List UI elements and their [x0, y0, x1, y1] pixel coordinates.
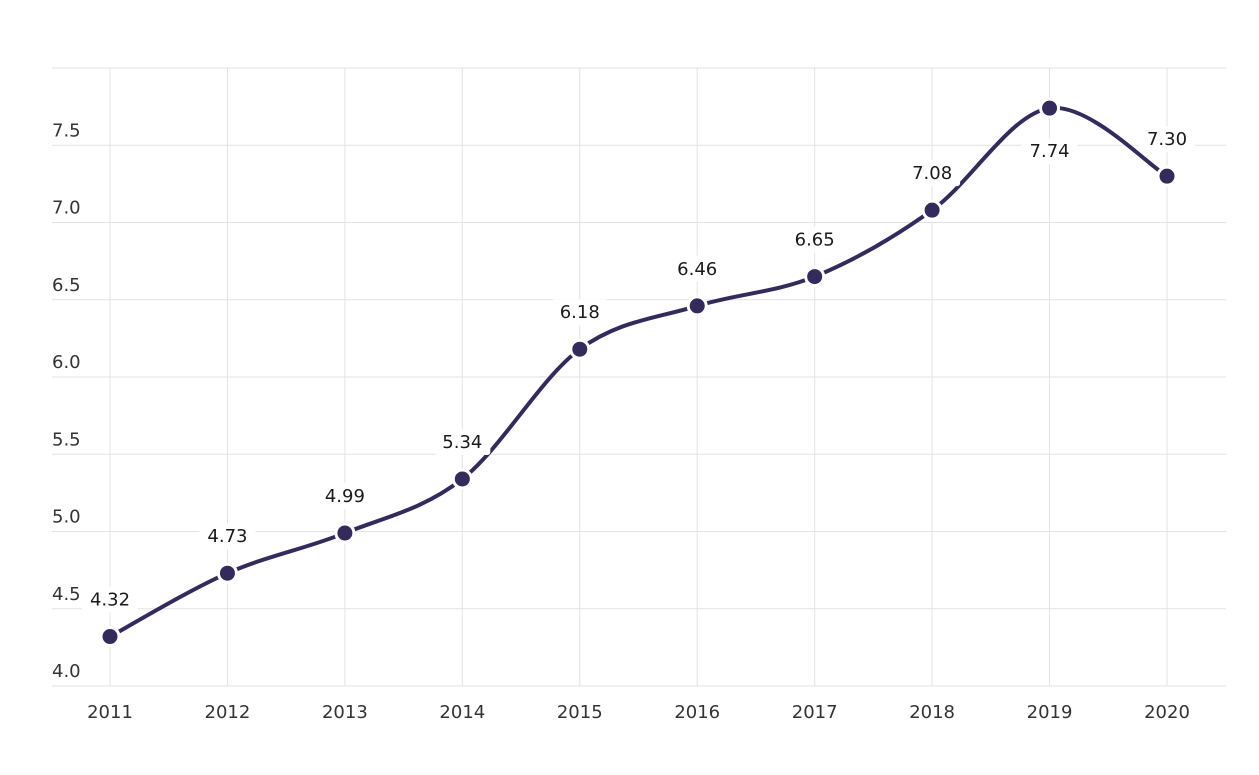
data-label-bg — [1021, 138, 1078, 165]
y-tick-label: 6.0 — [52, 352, 81, 373]
data-label: 6.46 — [677, 259, 717, 280]
data-point — [569, 338, 591, 360]
data-label-bg — [1139, 126, 1195, 153]
data-label-bg — [786, 226, 843, 253]
data-label-bg — [669, 255, 726, 282]
x-tick-label: 2015 — [557, 702, 603, 723]
series-line — [108, 106, 1169, 639]
x-tick-label: 2011 — [87, 702, 133, 723]
data-label: 6.18 — [560, 302, 600, 323]
data-label-bg — [434, 428, 491, 455]
x-tick-label: 2013 — [322, 702, 368, 723]
y-tick-label: 5.5 — [52, 429, 81, 450]
data-labels: 4.32 4.73 4.99 5.34 6.18 6.46 6.65 7.08 7.74 7.30 — [82, 126, 1195, 613]
data-point — [99, 626, 121, 648]
x-tick-label: 2017 — [792, 702, 838, 723]
y-tick-label: 7.5 — [52, 120, 81, 141]
data-point — [1039, 97, 1061, 119]
x-tick-label: 2019 — [1027, 702, 1073, 723]
data-label: 5.34 — [442, 432, 482, 453]
x-tick-label: 2018 — [909, 702, 955, 723]
data-point — [804, 266, 826, 288]
data-label-bg — [316, 483, 373, 510]
data-label: 7.30 — [1147, 129, 1187, 150]
data-label: 4.99 — [325, 486, 365, 507]
y-tick-label: 4.5 — [52, 584, 81, 605]
grid — [52, 67, 1226, 687]
data-label: 4.32 — [90, 590, 130, 611]
data-label-bg — [904, 160, 961, 187]
data-label-bg — [82, 586, 138, 613]
data-point — [334, 522, 356, 544]
data-point — [451, 468, 473, 490]
data-label: 6.65 — [795, 230, 835, 251]
axes: 4.0 4.5 5.0 5.5 6.0 6.5 7.0 7.5 2011 2012 2013 2014… — [52, 120, 1190, 723]
y-tick-label: 7.0 — [52, 198, 81, 219]
y-tick-label: 5.0 — [52, 507, 81, 528]
data-label: 4.73 — [207, 526, 247, 547]
y-tick-label: 6.5 — [52, 275, 81, 296]
data-point — [216, 562, 238, 584]
series — [99, 97, 1178, 648]
data-label: 7.74 — [1030, 141, 1070, 162]
data-point — [921, 199, 943, 221]
data-label: 7.08 — [912, 163, 952, 184]
y-tick-label: 4.0 — [52, 661, 81, 682]
x-tick-label: 2012 — [205, 702, 251, 723]
x-tick-label: 2016 — [674, 702, 720, 723]
data-point — [686, 295, 708, 317]
data-point — [1156, 165, 1178, 187]
x-tick-label: 2014 — [439, 702, 485, 723]
data-label-bg — [551, 299, 608, 326]
data-label-bg — [199, 523, 256, 550]
x-tick-label: 2020 — [1144, 702, 1190, 723]
